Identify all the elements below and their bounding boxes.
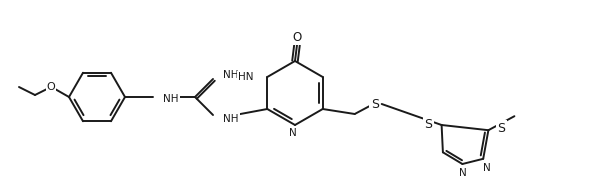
Text: S: S bbox=[497, 122, 505, 135]
Text: N: N bbox=[459, 168, 466, 178]
Text: S: S bbox=[425, 118, 432, 132]
Text: HN: HN bbox=[238, 72, 253, 82]
Text: N: N bbox=[289, 128, 297, 138]
Text: NH: NH bbox=[223, 114, 239, 124]
Text: NH: NH bbox=[163, 94, 179, 104]
Text: N: N bbox=[484, 163, 491, 173]
Text: O: O bbox=[46, 82, 55, 92]
Text: O: O bbox=[292, 31, 302, 44]
Text: NH: NH bbox=[223, 70, 239, 80]
Text: S: S bbox=[371, 97, 379, 110]
